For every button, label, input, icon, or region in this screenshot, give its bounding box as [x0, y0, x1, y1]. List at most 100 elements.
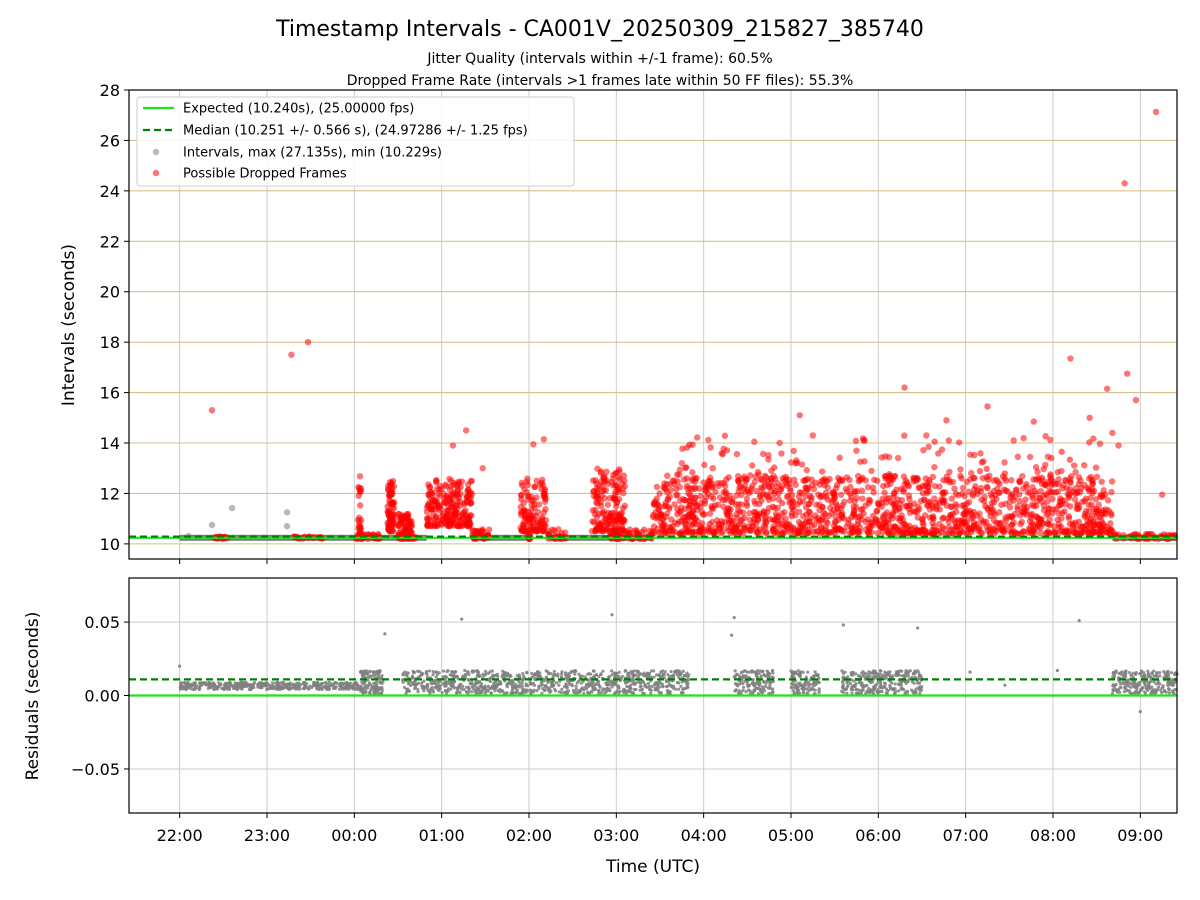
- dropped-frame-point: [438, 506, 445, 513]
- residual-point: [669, 684, 674, 688]
- dropped-frame-point: [1121, 180, 1128, 187]
- residual-point: [869, 680, 873, 685]
- residual-point: [636, 671, 640, 675]
- dropped-frame-point: [721, 432, 729, 439]
- residual-point: [865, 690, 869, 694]
- residual-point: [319, 682, 324, 686]
- residual-point: [228, 684, 232, 688]
- dropped-frame-point: [884, 528, 891, 536]
- dropped-frame-point: [689, 477, 696, 485]
- dropped-frame-point: [959, 484, 967, 492]
- dropped-frame-point: [1018, 518, 1026, 526]
- residual-point: [280, 685, 285, 690]
- dropped-frame-point: [759, 485, 766, 493]
- residual-point: [790, 682, 794, 686]
- dropped-frame-point: [686, 504, 693, 511]
- residual-point: [410, 674, 415, 678]
- residual-point: [625, 684, 629, 689]
- dropped-frame-point: [1072, 468, 1079, 476]
- residual-point: [207, 680, 211, 685]
- dropped-frame-point: [743, 502, 751, 509]
- residual-point: [450, 674, 454, 678]
- dropped-frame-point: [762, 518, 770, 526]
- residual-point: [521, 687, 525, 691]
- dropped-frame-point: [886, 470, 893, 478]
- dropped-frame-point: [666, 505, 673, 512]
- dropped-frame-point: [864, 484, 872, 491]
- residual-point: [235, 684, 239, 688]
- residual-point: [537, 686, 541, 691]
- dropped-frame-point: [1077, 529, 1084, 537]
- residual-point: [460, 617, 464, 621]
- dropped-frame-point: [423, 504, 431, 511]
- residual-point: [1134, 670, 1138, 675]
- residual-point: [529, 688, 533, 692]
- residual-point: [538, 674, 542, 678]
- residual-point: [189, 683, 193, 688]
- top-y-axis-label: Intervals (seconds): [59, 244, 79, 406]
- residual-point: [437, 671, 441, 675]
- dropped-frame-point: [617, 511, 625, 518]
- residual-point: [871, 670, 875, 674]
- dropped-frame-point: [1044, 498, 1051, 505]
- residual-point: [621, 689, 625, 693]
- residual-point: [854, 687, 858, 692]
- residual-point: [529, 691, 533, 695]
- residual-point: [461, 684, 465, 688]
- residual-point: [634, 681, 638, 685]
- dropped-frame-point: [406, 522, 413, 530]
- residual-point: [878, 672, 882, 676]
- residual-point: [258, 685, 263, 690]
- residual-point: [649, 691, 653, 695]
- dropped-frame-point: [1020, 434, 1027, 442]
- dropped-frame-point: [459, 522, 466, 529]
- residual-point: [470, 690, 474, 694]
- dropped-frame-point: [916, 527, 924, 535]
- dropped-frame-point: [885, 453, 893, 461]
- residual-point: [817, 690, 821, 695]
- dropped-frame-point: [1023, 483, 1030, 490]
- dropped-frame-point: [788, 504, 795, 511]
- residual-point: [268, 686, 272, 690]
- dropped-frame-point: [356, 502, 364, 509]
- dropped-frame-point: [1022, 496, 1029, 503]
- dropped-frame-point: [993, 519, 1000, 527]
- dropped-frame-point: [1014, 453, 1022, 461]
- residual-point: [1119, 671, 1123, 675]
- dropped-frame-point: [922, 529, 929, 537]
- dropped-frame-point: [780, 530, 787, 537]
- dropped-frame-point: [742, 488, 749, 495]
- dropped-frame-point: [1088, 512, 1096, 519]
- residual-point: [1124, 671, 1128, 676]
- residual-point: [871, 675, 875, 679]
- residual-point: [1154, 674, 1158, 678]
- dropped-frame-point: [1070, 462, 1078, 469]
- residual-point: [359, 669, 363, 673]
- residual-point: [624, 668, 628, 673]
- dropped-frame-point: [669, 477, 676, 484]
- residual-point: [276, 680, 280, 685]
- residual-point: [301, 682, 305, 686]
- residual-point: [680, 691, 684, 695]
- residual-point: [743, 669, 747, 673]
- residual-point: [270, 681, 275, 685]
- residual-point: [878, 684, 883, 689]
- residual-point: [351, 687, 355, 691]
- dropped-frame-point: [822, 524, 829, 531]
- top-y-tick-label: 12: [100, 484, 120, 503]
- dropped-frame-point: [777, 486, 784, 494]
- dropped-frame-point: [397, 527, 405, 535]
- dropped-frame-point: [799, 498, 807, 505]
- dropped-frame-point: [887, 476, 895, 483]
- residual-point: [882, 681, 887, 685]
- dropped-frame-point: [1010, 529, 1017, 536]
- dropped-frame-point: [528, 506, 535, 513]
- residual-point: [425, 682, 429, 686]
- dropped-frame-point: [1087, 473, 1095, 481]
- dropped-frame-point: [692, 521, 700, 528]
- dropped-frame-point: [485, 526, 493, 533]
- residual-point: [223, 682, 227, 686]
- residual-point: [560, 672, 564, 676]
- dropped-frame-point: [619, 505, 627, 512]
- dropped-frame-point: [871, 476, 878, 483]
